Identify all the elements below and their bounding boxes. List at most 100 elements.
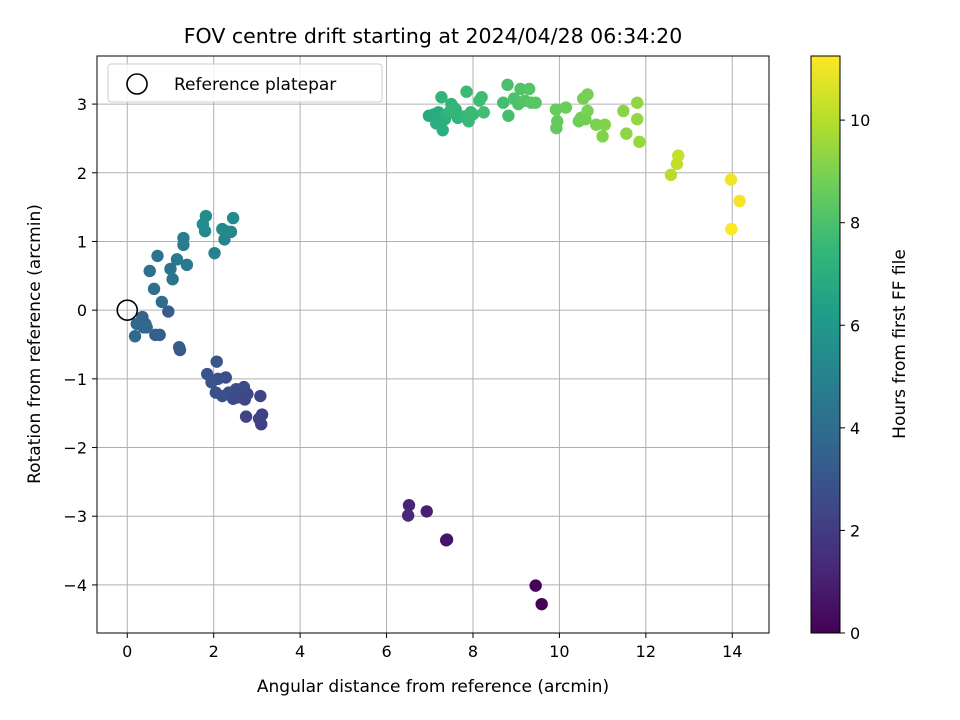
data-point [210,355,223,368]
data-point [239,410,253,423]
data-point [633,135,646,149]
data-point [151,249,164,263]
data-point [529,579,542,592]
data-point [199,209,213,223]
data-point [535,597,548,611]
data-point [252,412,266,425]
data-point [514,82,527,96]
data-point [155,295,169,309]
colorbar-tick-label: 6 [850,316,860,335]
data-point [170,253,184,266]
data-point [630,112,644,126]
data-point [166,273,179,286]
x-tick-label: 8 [468,642,478,661]
data-point [502,109,515,122]
data-point [162,305,175,318]
y-tick-label: −2 [63,439,87,458]
x-tick-label: 2 [209,642,219,661]
grid-lines [97,56,769,633]
legend-entry-reference-platepar: Reference platepar [174,75,336,95]
data-point [549,103,563,116]
data-point [254,389,267,403]
x-tick-label: 4 [295,642,305,661]
data-point [522,82,536,96]
data-point [200,367,214,381]
data-point [551,115,564,128]
data-point [147,282,161,296]
data-point [581,104,594,118]
data-point [466,108,480,121]
data-point [128,330,142,343]
data-point [620,127,633,140]
plot-frame [96,55,770,634]
data-point [475,91,488,104]
data-point [664,168,678,182]
data-point [401,509,415,522]
x-tick-label: 0 [122,642,132,661]
x-axis-label: Angular distance from reference (arcmin) [257,677,609,697]
x-tick-label: 10 [549,642,569,661]
y-tick-label: −4 [63,576,87,595]
colorbar-tick-label: 0 [850,624,860,643]
legend-box [107,63,383,103]
y-tick-label: 0 [77,301,87,320]
data-point [725,222,738,236]
legend-marker-icon [126,73,148,95]
data-point [596,130,609,143]
data-point [589,118,603,131]
data-point [598,118,611,131]
y-tick-label: 1 [77,232,87,251]
data-point [501,78,514,92]
colorbar-tick-label: 10 [850,111,870,130]
colorbar-tick-label: 8 [850,214,860,233]
y-tick-label: 3 [77,95,87,114]
data-point [733,194,746,208]
data-point [617,104,630,118]
colorbar [810,55,841,634]
data-point [447,101,460,114]
data-point [180,258,194,272]
data-point [440,533,454,546]
y-axis-ticks: −4 −3 −2 −1 0 1 2 3 [63,95,97,595]
x-tick-label: 14 [722,642,742,661]
colorbar-tick-label: 2 [850,521,860,540]
data-point [402,499,416,512]
reference-platepar-marker [116,299,139,321]
data-point [559,101,573,114]
x-tick-label: 12 [636,642,656,661]
colorbar-label: Hours from first FF file [890,249,910,439]
data-point [172,341,186,354]
data-point [581,88,594,101]
data-point [477,106,490,119]
x-tick-label: 6 [381,642,391,661]
data-point [130,317,143,331]
colorbar-tick-label: 4 [850,419,860,438]
data-point [216,222,229,236]
data-point [436,123,449,137]
data-point [140,321,153,334]
y-tick-label: −1 [63,370,87,389]
data-point [149,328,162,342]
data-point [497,96,510,109]
data-point [630,96,644,109]
data-point [529,96,542,109]
data-point [143,264,156,278]
colorbar-ticks: 0 2 4 6 8 10 [840,111,870,643]
data-point [177,231,190,245]
data-point [460,85,473,98]
data-point [435,91,448,104]
data-points [128,78,746,611]
data-point [164,262,177,276]
data-point [672,149,685,162]
x-axis-ticks: 0 2 4 6 8 10 12 14 [122,633,742,661]
y-axis-label: Rotation from reference (arcmin) [25,204,45,484]
y-tick-label: −3 [63,507,87,526]
legend: Reference platepar [107,63,383,103]
data-point [208,246,221,260]
data-point [226,211,240,225]
data-point [724,173,738,186]
y-tick-label: 2 [77,164,87,183]
data-point [420,505,433,518]
data-point [209,386,223,399]
